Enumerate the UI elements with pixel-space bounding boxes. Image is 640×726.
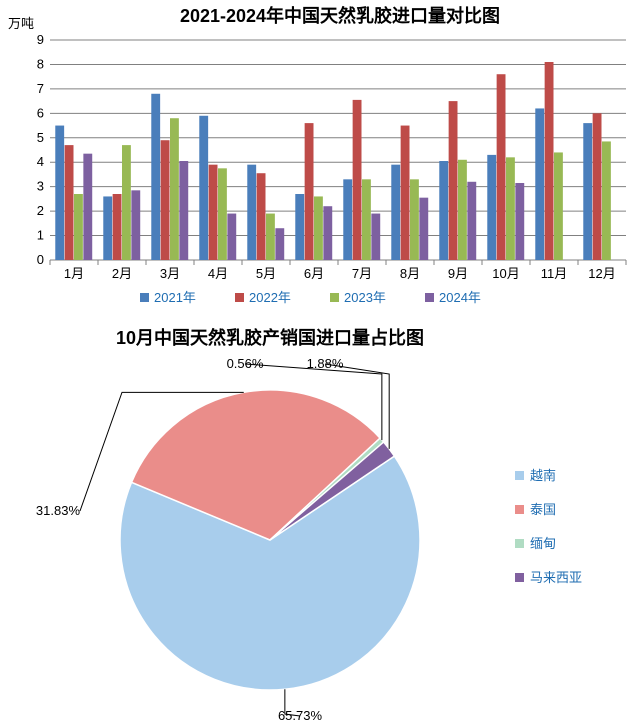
y-tick-label: 4 bbox=[37, 154, 44, 169]
x-tick-label: 2月 bbox=[112, 266, 132, 281]
legend-label: 2023年 bbox=[344, 290, 386, 305]
bar bbox=[593, 113, 602, 260]
legend-label: 2021年 bbox=[154, 290, 196, 305]
bar bbox=[362, 179, 371, 260]
y-tick-label: 3 bbox=[37, 179, 44, 194]
x-tick-label: 12月 bbox=[588, 266, 615, 281]
y-axis-label: 万吨 bbox=[8, 16, 34, 31]
legend-marker bbox=[140, 293, 149, 302]
x-tick-label: 4月 bbox=[208, 266, 228, 281]
bar bbox=[410, 179, 419, 260]
y-tick-label: 8 bbox=[37, 56, 44, 71]
x-tick-label: 3月 bbox=[160, 266, 180, 281]
slice-label: 65.73% bbox=[278, 708, 323, 720]
bar bbox=[545, 62, 554, 260]
bar-chart-title: 2021-2024年中国天然乳胶进口量对比图 bbox=[180, 5, 500, 26]
bar bbox=[295, 194, 304, 260]
bar bbox=[401, 126, 410, 260]
bar bbox=[515, 183, 524, 260]
legend-label: 越南 bbox=[530, 468, 556, 483]
slice-label: 31.83% bbox=[36, 503, 81, 518]
bar bbox=[353, 100, 362, 260]
bar bbox=[247, 165, 256, 260]
bar bbox=[583, 123, 592, 260]
bar-chart: 2021-2024年中国天然乳胶进口量对比图万吨 1 2 3 4 5 6 7 8 9 0 1月 2月 3月… bbox=[0, 0, 640, 320]
x-tick-label: 7月 bbox=[352, 266, 372, 281]
slice-label: 0.56% bbox=[227, 356, 264, 371]
bar bbox=[506, 157, 515, 260]
pie-chart-title: 10月中国天然乳胶产销国进口量占比图 bbox=[116, 327, 424, 348]
x-tick-label: 11月 bbox=[541, 266, 568, 281]
legend-marker bbox=[515, 505, 524, 514]
bar bbox=[122, 145, 131, 260]
x-tick-label: 9月 bbox=[448, 266, 468, 281]
bar bbox=[305, 123, 314, 260]
legend-marker bbox=[515, 471, 524, 480]
bar bbox=[314, 196, 323, 260]
bar bbox=[458, 160, 467, 260]
bar bbox=[497, 74, 506, 260]
bar bbox=[151, 94, 160, 260]
bar bbox=[343, 179, 352, 260]
bar bbox=[266, 214, 275, 260]
y-tick-label: 5 bbox=[37, 130, 44, 145]
bar bbox=[439, 161, 448, 260]
legend-marker bbox=[515, 573, 524, 582]
y-tick-label: 7 bbox=[37, 81, 44, 96]
bar bbox=[467, 182, 476, 260]
bar-chart-container: 2021-2024年中国天然乳胶进口量对比图万吨 1 2 3 4 5 6 7 8 9 0 1月 2月 3月… bbox=[0, 0, 640, 320]
pie-chart: 10月中国天然乳胶产销国进口量占比图 65.73% 31.83% 0.56% 1.88%… bbox=[0, 320, 640, 720]
bar bbox=[275, 228, 284, 260]
pie-chart-container: 10月中国天然乳胶产销国进口量占比图 65.73% 31.83% 0.56% 1.88%… bbox=[0, 320, 640, 720]
bar bbox=[199, 116, 208, 260]
bar bbox=[103, 196, 112, 260]
bar bbox=[179, 161, 188, 260]
x-tick-label: 10月 bbox=[492, 266, 519, 281]
x-tick-label: 6月 bbox=[304, 266, 324, 281]
legend-marker bbox=[515, 539, 524, 548]
bar bbox=[227, 214, 236, 260]
bar bbox=[449, 101, 458, 260]
bar bbox=[323, 206, 332, 260]
bar bbox=[74, 194, 83, 260]
legend-label: 马来西亚 bbox=[530, 570, 582, 585]
x-tick-label: 8月 bbox=[400, 266, 420, 281]
bar bbox=[170, 118, 179, 260]
bar bbox=[602, 141, 611, 260]
y-tick-label: 2 bbox=[37, 203, 44, 218]
bar bbox=[218, 168, 227, 260]
legend-label: 2022年 bbox=[249, 290, 291, 305]
legend-marker bbox=[425, 293, 434, 302]
legend-label: 缅甸 bbox=[530, 536, 556, 551]
legend-marker bbox=[330, 293, 339, 302]
legend-label: 2024年 bbox=[439, 290, 481, 305]
x-tick-label: 5月 bbox=[256, 266, 276, 281]
bar bbox=[257, 173, 266, 260]
slice-label: 1.88% bbox=[307, 356, 344, 371]
bar bbox=[487, 155, 496, 260]
y-tick-label: 6 bbox=[37, 105, 44, 120]
bar bbox=[83, 154, 92, 260]
x-tick-label: 1月 bbox=[64, 266, 84, 281]
bar bbox=[161, 140, 170, 260]
y-tick-label: 0 bbox=[37, 252, 44, 267]
bar bbox=[554, 152, 563, 260]
bar bbox=[131, 190, 140, 260]
bar bbox=[419, 198, 428, 260]
bar bbox=[113, 194, 122, 260]
legend-label: 泰国 bbox=[530, 502, 556, 517]
bar bbox=[371, 214, 380, 260]
y-tick-label: 1 bbox=[37, 228, 44, 243]
bar bbox=[55, 126, 64, 260]
bar bbox=[535, 108, 544, 260]
bar bbox=[65, 145, 74, 260]
legend-marker bbox=[235, 293, 244, 302]
bar bbox=[391, 165, 400, 260]
bar bbox=[209, 165, 218, 260]
y-tick-label: 9 bbox=[37, 32, 44, 47]
